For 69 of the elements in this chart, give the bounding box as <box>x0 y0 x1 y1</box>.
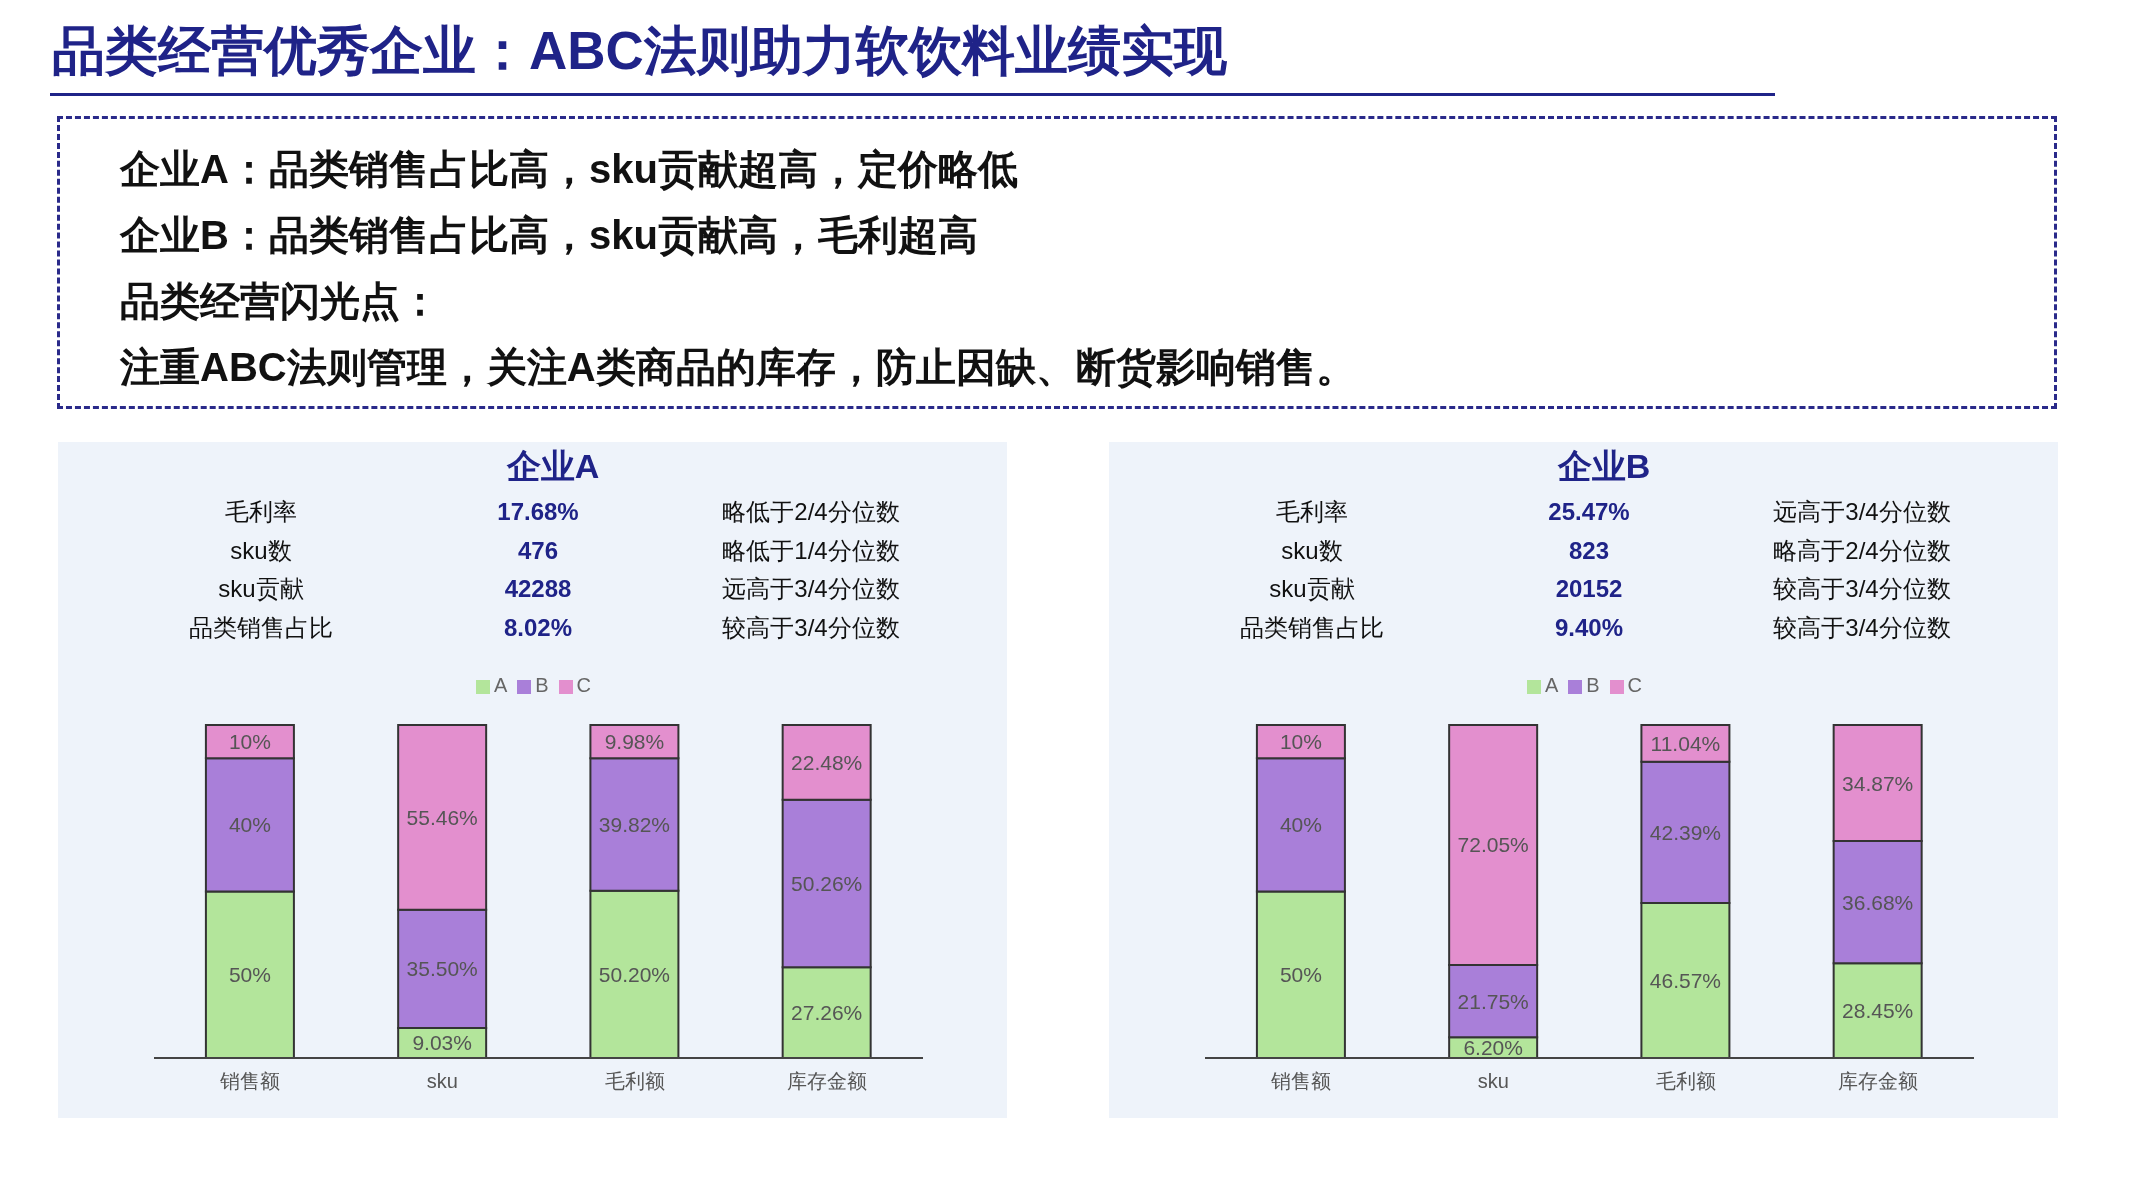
legend-label: C <box>1627 674 1643 696</box>
text: 品类经营闪光点： <box>120 278 440 325</box>
x-tick-label: 销售额 <box>219 1070 281 1093</box>
text: 17.68% <box>496 497 580 527</box>
x-tick-label: 销售额 <box>1270 1070 1332 1093</box>
x-tick-label: 库存金额 <box>786 1070 867 1093</box>
text: 品类经营优秀企业：ABC法则助力软饮料业绩实现 <box>52 20 1227 82</box>
data-label: 46.57% <box>1649 968 1722 992</box>
data-label: 50.20% <box>598 962 671 986</box>
x-tick-label: 毛利额 <box>1655 1070 1716 1093</box>
data-label: 35.50% <box>406 957 478 981</box>
text: sku贡献 <box>1268 574 1356 604</box>
x-tick-label: 库存金额 <box>1837 1070 1918 1093</box>
data-label: 36.68% <box>1842 890 1914 914</box>
data-label: 10% <box>228 730 271 754</box>
data-label: 50% <box>1279 963 1322 987</box>
chart-title: 企业A <box>505 446 601 487</box>
text: 较高于3/4分位数 <box>1772 613 1952 643</box>
legend-label: B <box>1586 674 1600 696</box>
text: sku贡献 <box>217 574 305 604</box>
text: 9.40% <box>1553 613 1625 643</box>
data-label: 50.26% <box>791 872 863 896</box>
data-label: 42.39% <box>1649 820 1722 844</box>
data-label: 11.04% <box>1650 731 1721 755</box>
text: 品类销售占比 <box>1239 613 1385 643</box>
text: 823 <box>1567 536 1610 566</box>
x-tick-label: 毛利额 <box>604 1070 665 1093</box>
data-label: 39.82% <box>598 813 671 837</box>
data-label: 22.48% <box>791 750 863 774</box>
text: 远高于3/4分位数 <box>721 574 901 604</box>
text: 较高于3/4分位数 <box>721 613 901 643</box>
data-label: 50% <box>228 963 271 987</box>
data-label: 34.87% <box>1842 771 1914 795</box>
text: 注重ABC法则管理，关注A类商品的库存，防止因缺、断货影响销售。 <box>120 344 1356 391</box>
legend-label: C <box>576 674 592 696</box>
legend-label: A <box>1544 674 1559 696</box>
data-label: 9.03% <box>412 1031 472 1055</box>
text: 476 <box>516 536 559 566</box>
text: 略低于2/4分位数 <box>721 497 901 527</box>
data-label: 40% <box>1279 813 1322 837</box>
text: sku数 <box>1280 536 1344 566</box>
x-tick-label: sku <box>426 1070 458 1093</box>
legend-label: A <box>493 674 508 696</box>
text: 毛利率 <box>1275 497 1349 527</box>
data-label: 40% <box>228 813 271 837</box>
data-label: 9.98% <box>604 730 665 754</box>
text: 企业B：品类销售占比高，sku贡献高，毛利超高 <box>120 212 978 259</box>
text: 企业A：品类销售占比高，sku贡献超高，定价略低 <box>120 146 1018 193</box>
text: 略低于1/4分位数 <box>721 536 901 566</box>
data-label: 55.46% <box>406 805 478 829</box>
data-label: 27.26% <box>791 1001 863 1025</box>
data-label: 28.45% <box>1842 999 1914 1023</box>
text: 略高于2/4分位数 <box>1772 536 1952 566</box>
text: 毛利率 <box>224 497 298 527</box>
text: 品类销售占比 <box>188 613 334 643</box>
data-label: 21.75% <box>1457 989 1529 1013</box>
text: 较高于3/4分位数 <box>1772 574 1952 604</box>
text: 远高于3/4分位数 <box>1772 497 1952 527</box>
x-tick-label: sku <box>1477 1070 1509 1093</box>
data-label: 6.20% <box>1463 1036 1523 1060</box>
text: sku数 <box>229 536 293 566</box>
text: 42288 <box>503 574 573 604</box>
chart-title: 企业B <box>1556 446 1652 487</box>
text: 25.47% <box>1547 497 1631 527</box>
data-label: 10% <box>1279 730 1322 754</box>
legend-label: B <box>535 674 549 696</box>
data-label: 72.05% <box>1457 833 1529 857</box>
text: 20152 <box>1554 574 1624 604</box>
text: 8.02% <box>502 613 574 643</box>
